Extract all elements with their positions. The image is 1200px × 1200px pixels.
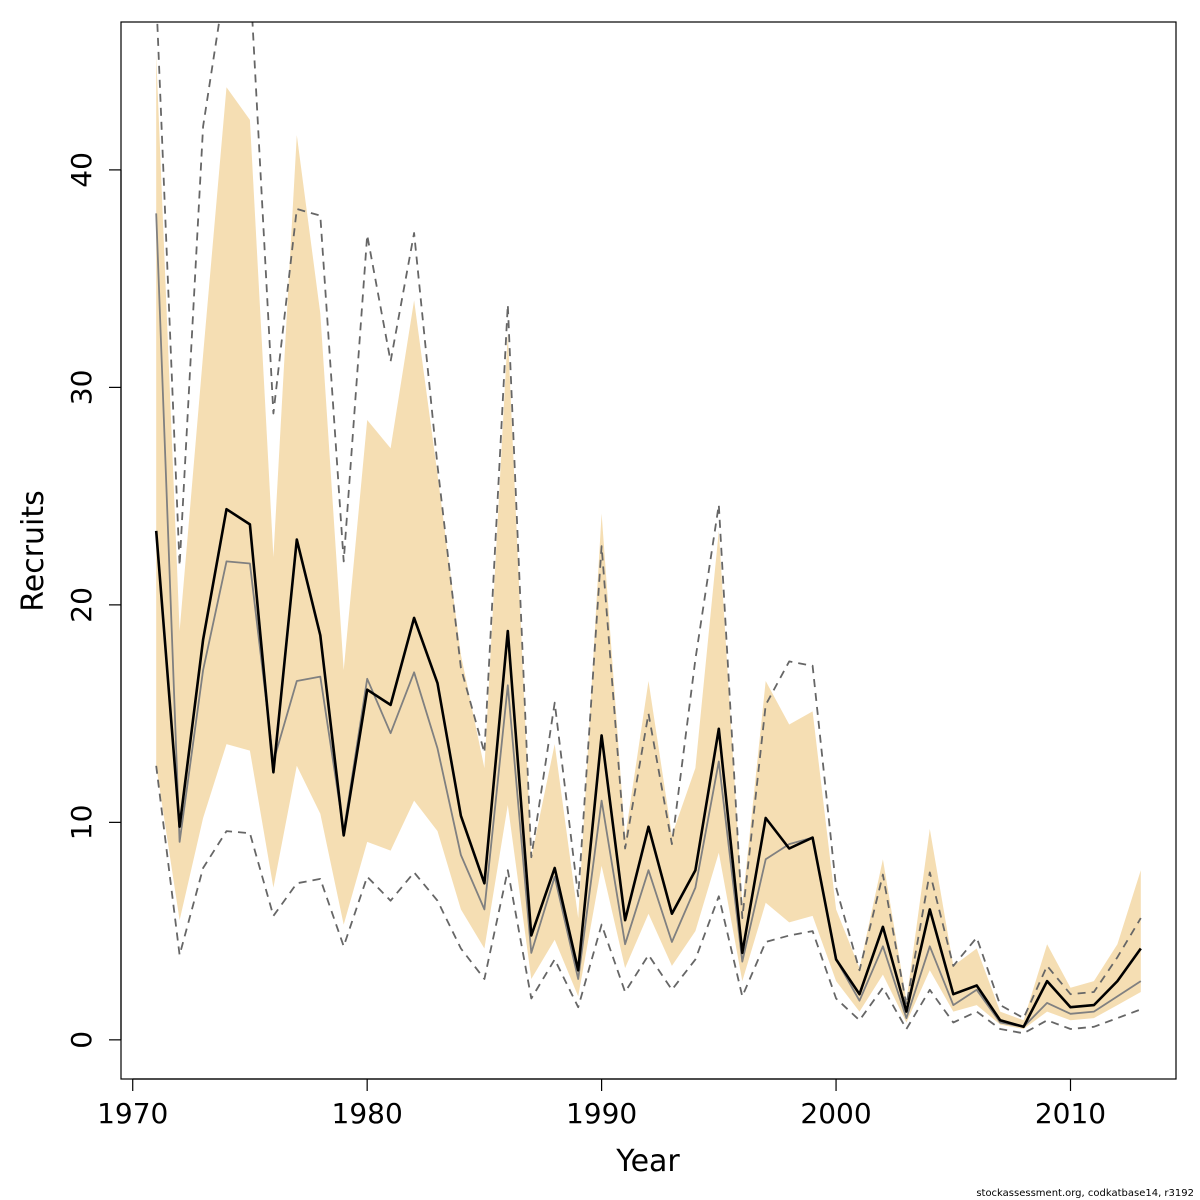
y-tick-label: 20: [65, 587, 98, 623]
x-axis-title: Year: [615, 1144, 680, 1179]
recruits-estimate-line: [154, 507, 1142, 1029]
x-tick-label: 1990: [566, 1097, 637, 1130]
x-axis: 1970 1980 1990 2000 2010: [97, 1078, 1106, 1130]
x-tick-label: 2000: [800, 1097, 871, 1130]
footer-credit: stockassessment.org, codkatbase14, r3192: [976, 1188, 1194, 1199]
x-tick-label: 1970: [97, 1097, 168, 1130]
y-axis-title: Recruits: [16, 490, 51, 612]
y-axis: 0 10 20 30 40: [65, 152, 122, 1049]
y-tick-label: 10: [65, 805, 98, 841]
x-tick-label: 2010: [1035, 1097, 1106, 1130]
y-tick-label: 30: [65, 370, 98, 406]
y-tick-label: 40: [65, 152, 98, 188]
dashed-lower-bound-line: [155, 765, 1142, 1035]
confidence-band: [156, 54, 1141, 1030]
plot-area: [154, 22, 1142, 1035]
alternate-estimate-line: [155, 213, 1142, 1028]
y-tick-label: 0: [65, 1031, 98, 1049]
x-tick-label: 1980: [332, 1097, 403, 1130]
